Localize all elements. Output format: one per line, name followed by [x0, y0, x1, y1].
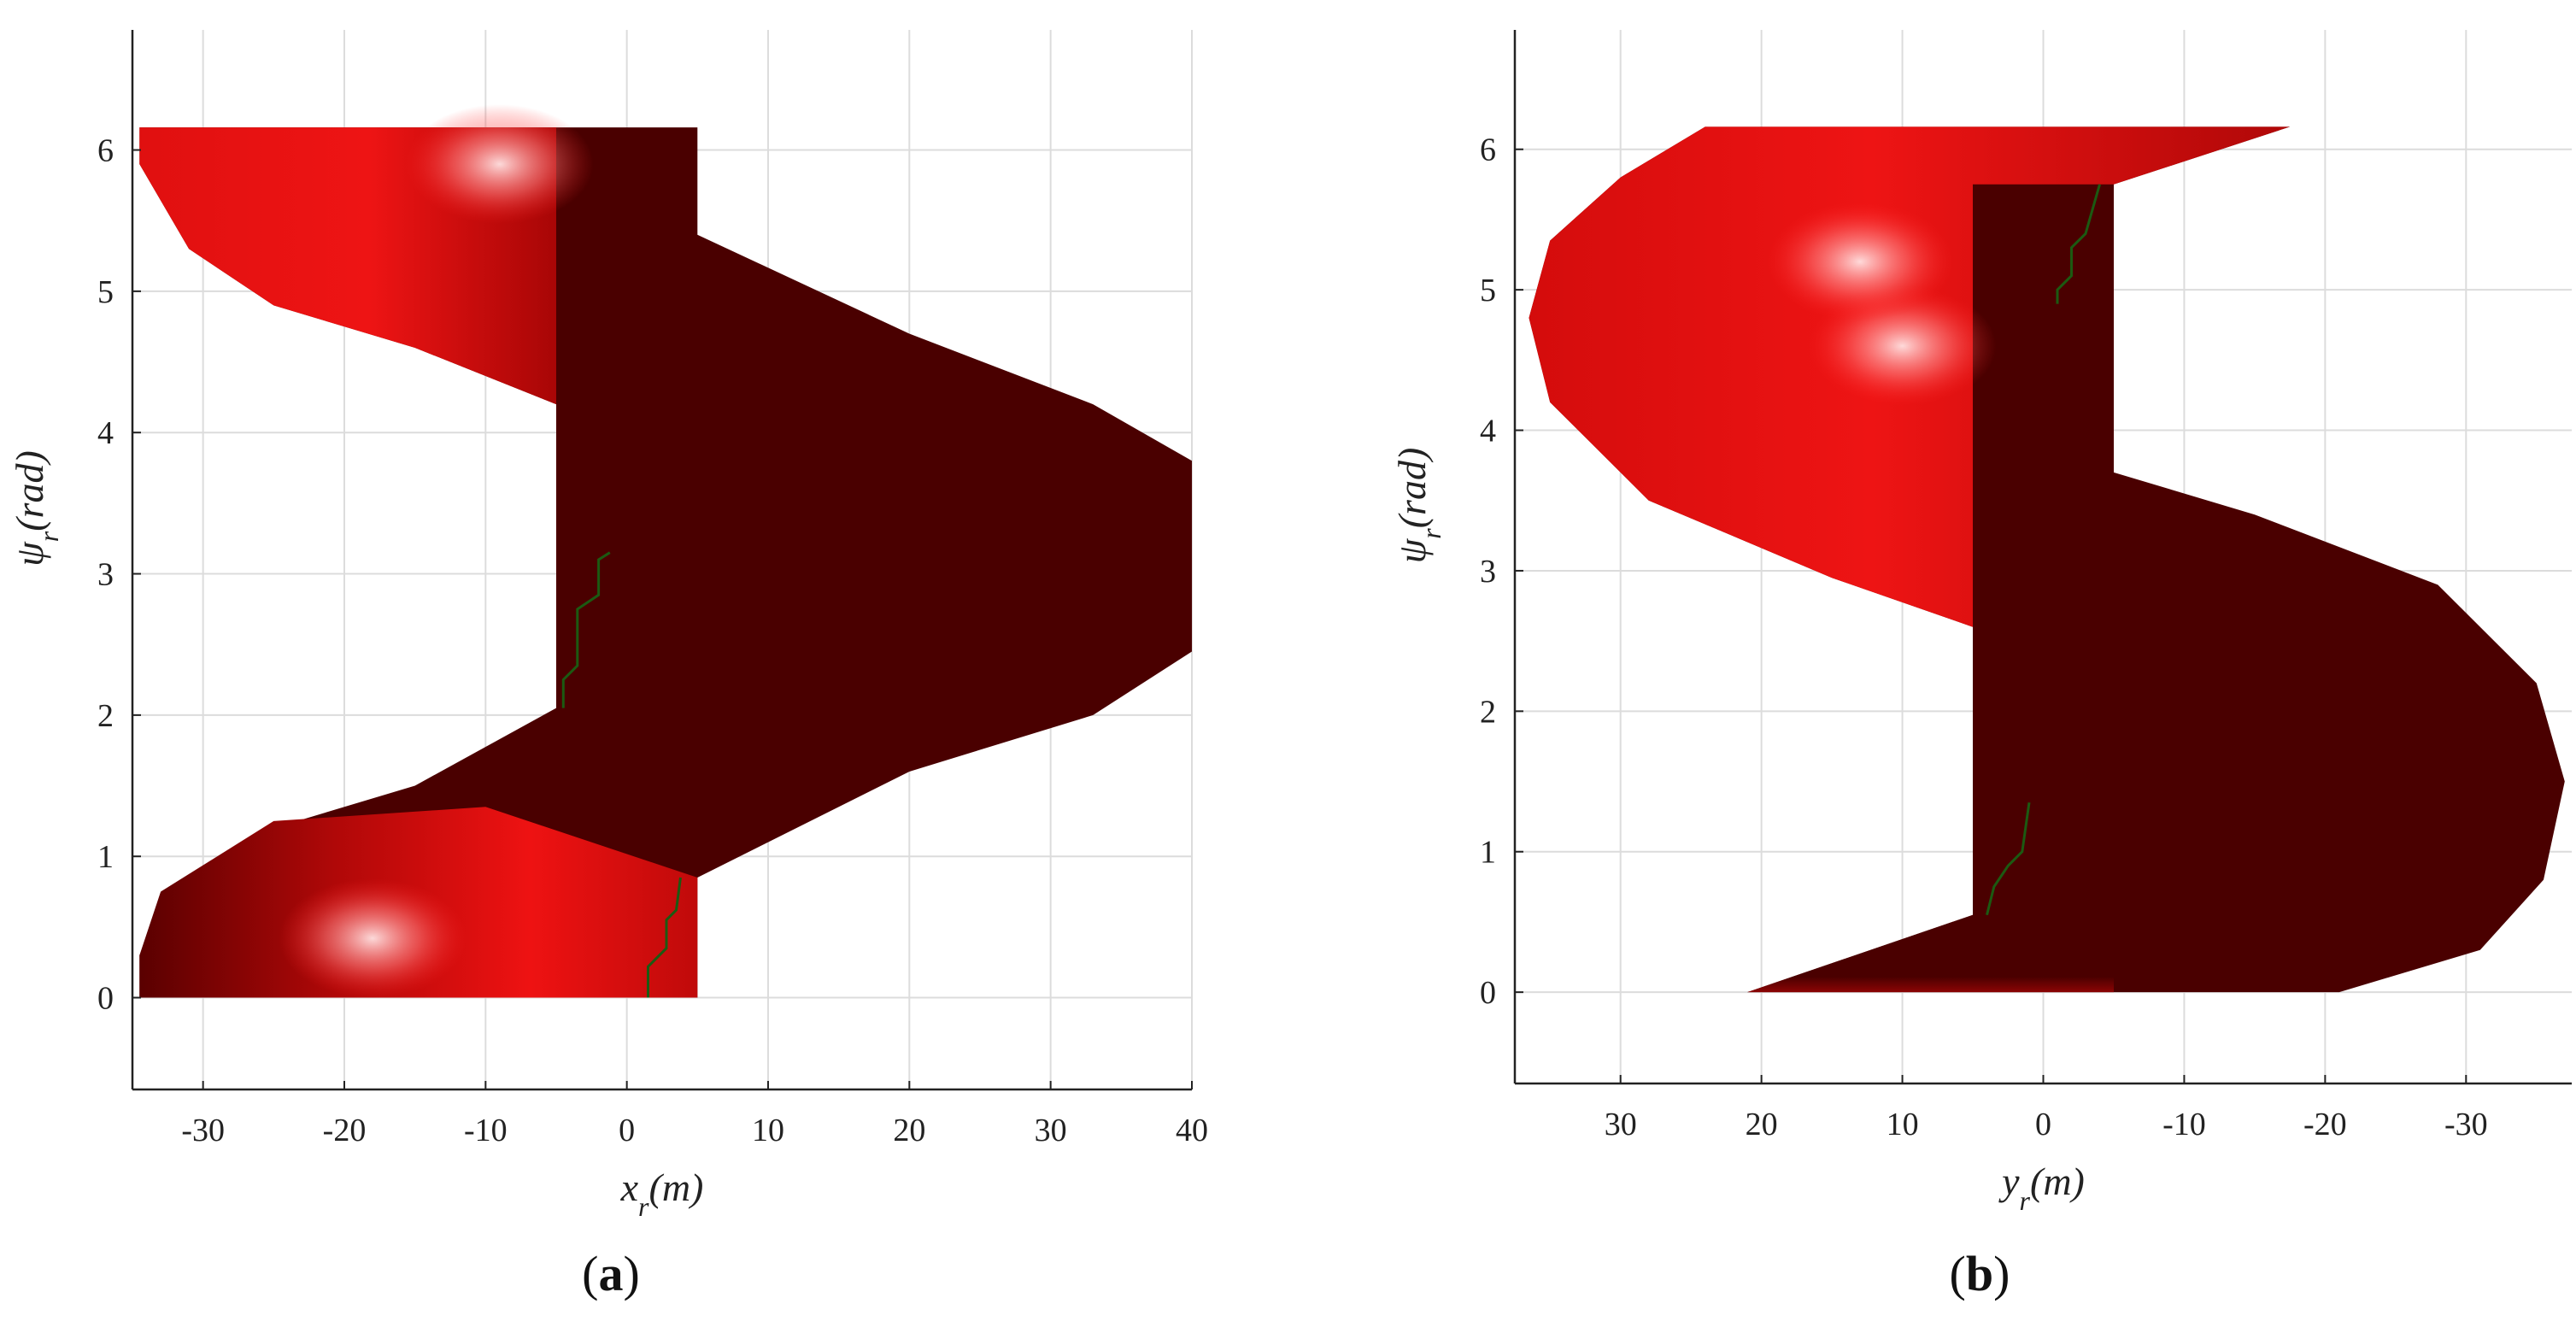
panel-b-x-axis-label: yr(m) [1998, 1160, 2085, 1216]
x-tick-label-0: 30 [1605, 1107, 1637, 1142]
y-tick-label-1: 1 [97, 839, 114, 875]
trajectory-segment-0 [2056, 184, 2101, 304]
x-tick-label-4: -10 [2162, 1107, 2206, 1142]
x-tick-label-3: 0 [2035, 1107, 2051, 1142]
panel-a-axes [131, 30, 1192, 1091]
y-tick-label-3: 3 [97, 557, 114, 593]
panel-a-label: (a) [582, 1246, 640, 1301]
x-tick-label-0: -30 [181, 1113, 225, 1148]
panel-a-surface [139, 104, 1192, 999]
y-tick-label-0: 0 [1480, 975, 1496, 1011]
y-tick-label-2: 2 [97, 698, 114, 734]
x-tick-label-2: 10 [1887, 1107, 1919, 1142]
x-tick-label-4: 10 [752, 1113, 784, 1148]
x-tick-label-5: 20 [893, 1113, 925, 1148]
panel-a-trajectory [561, 551, 682, 998]
specular-highlight-0 [405, 104, 594, 225]
trajectory-segment-0 [561, 551, 611, 708]
x-tick-label-2: -10 [464, 1113, 508, 1148]
y-tick-label-5: 5 [97, 274, 114, 310]
trajectory-segment-1 [647, 877, 682, 998]
panel-b-y-axis-label: ψr(rad) [1390, 448, 1446, 564]
specular-highlight-1 [279, 878, 467, 999]
panel-a-x-ticks: -30 -20 -10 0 10 20 30 40 [181, 1081, 1208, 1148]
panel-a-surface-body [139, 127, 1192, 998]
y-tick-label-3: 3 [1480, 554, 1496, 590]
panel-b-label: (b) [1950, 1246, 2010, 1301]
specular-highlight-1 [1766, 202, 1955, 322]
x-tick-label-7: 40 [1176, 1113, 1208, 1148]
y-tick-label-4: 4 [1480, 414, 1496, 449]
panel-a-y-axis-label: ψr(rad) [8, 450, 64, 567]
panel-b: 30 20 10 0 -10 -20 -30 0 1 2 3 4 5 6 yr(m) ψr(rad) (… [1390, 30, 2572, 1301]
x-tick-label-1: 20 [1746, 1107, 1778, 1142]
y-tick-label-1: 1 [1480, 835, 1496, 871]
y-tick-label-5: 5 [1480, 273, 1496, 308]
x-tick-label-6: -30 [2444, 1107, 2488, 1142]
panel-b-highlights [1766, 202, 1997, 406]
trajectory-segment-1 [1986, 802, 2031, 916]
x-tick-label-1: -20 [323, 1113, 367, 1148]
panel-b-surface [1529, 126, 2565, 993]
y-tick-label-6: 6 [97, 133, 114, 169]
panel-b-x-ticks: 30 20 10 0 -10 -20 -30 [1605, 1075, 2488, 1142]
x-tick-label-5: -20 [2303, 1107, 2347, 1142]
panel-a-highlights [279, 104, 594, 999]
y-tick-label-4: 4 [97, 415, 114, 451]
y-tick-label-0: 0 [97, 981, 114, 1017]
panel-b-y-ticks: 0 1 2 3 4 5 6 [1480, 132, 1523, 1011]
y-tick-label-6: 6 [1480, 132, 1496, 168]
panel-a-y-ticks: 0 1 2 3 4 5 6 [97, 133, 141, 1017]
panel-b-lower-wing [1747, 914, 2114, 993]
y-tick-label-2: 2 [1480, 694, 1496, 730]
panel-b-trajectory [1986, 184, 2101, 916]
panel-a: -30 -20 -10 0 10 20 30 40 0 1 2 3 4 5 6 xr(m) ψr(rad)… [8, 30, 1208, 1301]
panel-a-x-axis-label: xr(m) [620, 1166, 704, 1222]
x-tick-label-3: 0 [619, 1113, 635, 1148]
x-tick-label-6: 30 [1035, 1113, 1067, 1148]
